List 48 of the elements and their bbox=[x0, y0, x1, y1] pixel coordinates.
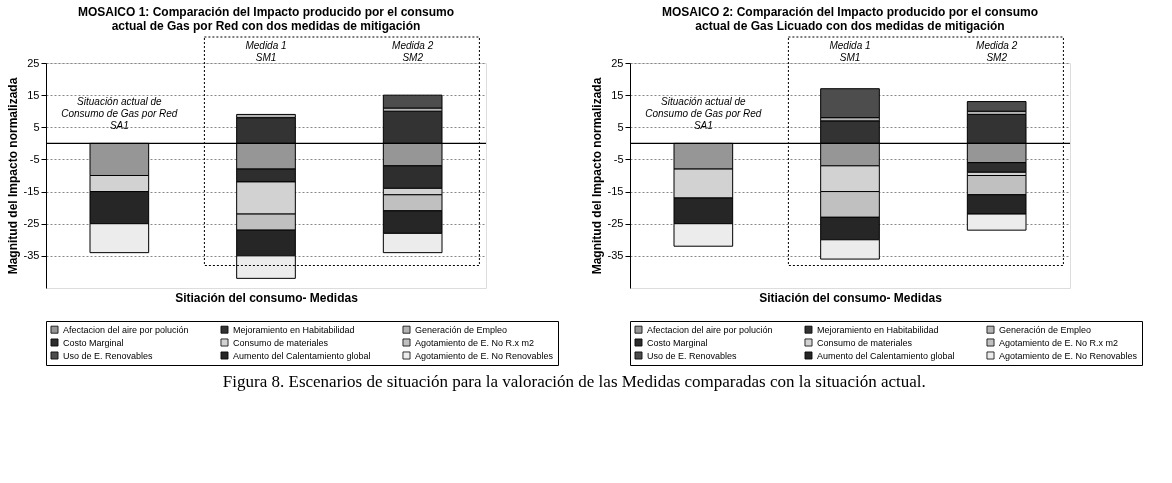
text: Figura 8. Escenarios de situación para la valoración de las Medidas comparadas con la situación actual. bbox=[222, 372, 926, 391]
y-tick-label: 15 bbox=[27, 88, 40, 101]
legend-label: Generación de Empleo bbox=[999, 324, 1092, 335]
text: Medida 2 SM2 bbox=[392, 40, 434, 63]
legend-label: Agotamiento de E. No R.x m2 bbox=[415, 337, 535, 348]
bar bbox=[820, 88, 880, 119]
legend-label: Afectacion del aire por polución bbox=[63, 324, 189, 335]
y-tick-label: -25 bbox=[607, 217, 624, 230]
chart-title: MOSAICO 2: Comparación del Impacto producido por el consumo actual de Gas Licuado con dos medidas de mitigación bbox=[661, 4, 1039, 33]
y-tick-label: -35 bbox=[23, 249, 40, 262]
legend-label: Aumento del Calentamiento global bbox=[817, 350, 955, 361]
legend-label: Uso de E. Renovables bbox=[647, 350, 738, 361]
text: Medida 2 SM2 bbox=[976, 40, 1018, 63]
text: Medida 1 SM1 bbox=[245, 40, 287, 63]
annotation: Situación actual de Consumo de Gas por Red SA1 bbox=[645, 95, 762, 131]
y-axis-title: Magnitud del Impacto normalizada bbox=[589, 77, 604, 275]
legend-label: Agotamiento de E. No Renovables bbox=[999, 350, 1138, 361]
x-axis-title: Sitiación del consumo- Medidas bbox=[759, 290, 943, 305]
y-tick-label: -15 bbox=[607, 185, 624, 198]
y-tick-label: 5 bbox=[617, 120, 624, 133]
y-tick-label: -25 bbox=[23, 217, 40, 230]
y-tick-label: -5 bbox=[29, 152, 40, 165]
legend-label: Mejoramiento en Habitabilidad bbox=[817, 324, 939, 335]
y-tick-label: -5 bbox=[613, 152, 624, 165]
legend-label: Agotamiento de E. No R.x m2 bbox=[999, 337, 1119, 348]
bar bbox=[382, 94, 443, 109]
y-tick-label: 5 bbox=[33, 120, 40, 133]
legend-label: Consumo de materiales bbox=[233, 337, 329, 348]
bar bbox=[966, 101, 1027, 112]
chart-title: MOSAICO 1: Comparación del Impacto producido por el consumo actual de Gas por Red con dos medidas de mitigación bbox=[77, 4, 455, 33]
legend-label: Agotamiento de E. No Renovables bbox=[415, 350, 554, 361]
legend-label: Generación de Empleo bbox=[415, 324, 508, 335]
y-axis-title: Magnitud del Impacto normalizada bbox=[5, 77, 20, 275]
legend-label: Consumo de materiales bbox=[817, 337, 913, 348]
legend-label: Afectacion del aire por polución bbox=[647, 324, 773, 335]
y-tick-label: -35 bbox=[607, 249, 624, 262]
legend-label: Aumento del Calentamiento global bbox=[233, 350, 371, 361]
legend-label: Mejoramiento en Habitabilidad bbox=[233, 324, 355, 335]
x-axis-title: Sitiación del consumo- Medidas bbox=[175, 290, 359, 305]
text: Medida 1 SM1 bbox=[829, 40, 871, 63]
y-tick-label: 15 bbox=[611, 88, 624, 101]
y-tick-label: 25 bbox=[611, 56, 624, 69]
legend-label: Costo Marginal bbox=[647, 337, 708, 348]
legend-label: Costo Marginal bbox=[63, 337, 124, 348]
legend-label: Uso de E. Renovables bbox=[63, 350, 154, 361]
y-tick-label: -15 bbox=[23, 185, 40, 198]
y-tick-label: 25 bbox=[27, 56, 40, 69]
annotation: Situación actual de Consumo de Gas por Red SA1 bbox=[61, 95, 178, 131]
